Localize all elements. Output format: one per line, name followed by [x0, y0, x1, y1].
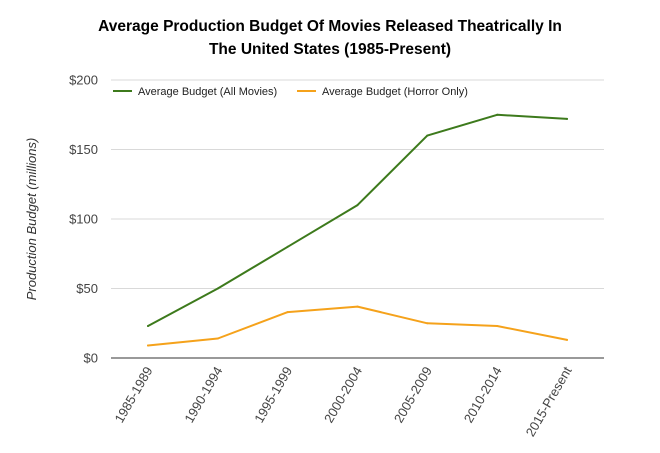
data-point: [286, 311, 289, 314]
y-tick-label: $200: [69, 73, 98, 88]
data-point: [496, 113, 499, 116]
data-point: [286, 245, 289, 248]
y-axis-ticks: $0 $50 $100 $150 $200: [69, 73, 98, 366]
data-point: [216, 337, 219, 340]
x-axis-ticks: 1985-1989 1990-1994 1995-1999 2000-2004 2005…: [112, 364, 575, 439]
data-point: [147, 344, 149, 347]
legend-label: Average Budget (All Movies): [138, 86, 277, 98]
y-tick-label: $100: [69, 212, 98, 227]
data-point: [426, 322, 429, 325]
data-point: [566, 338, 568, 341]
x-tick-label: 2010-2014: [461, 364, 505, 425]
x-tick-label: 1995-1999: [251, 364, 295, 425]
gridlines: [111, 79, 604, 289]
y-tick-label: $50: [76, 281, 98, 296]
chart-title-line-1: Average Production Budget Of Movies Rele…: [98, 18, 562, 35]
y-tick-label: $0: [84, 351, 98, 366]
y-tick-label: $150: [69, 142, 98, 157]
series-line-1: [147, 113, 568, 327]
data-point: [216, 287, 219, 290]
x-tick-label: 2015-Present: [523, 364, 575, 439]
legend-label: Average Budget (Horror Only): [322, 86, 468, 98]
data-point: [426, 134, 429, 137]
data-point: [356, 305, 359, 308]
x-tick-label: 2005-2009: [391, 364, 435, 425]
data-point: [566, 117, 568, 120]
x-tick-label: 2000-2004: [321, 364, 365, 425]
data-point: [496, 325, 499, 328]
chart-title-line-2: The United States (1985-Present): [209, 41, 451, 58]
data-point: [147, 325, 149, 328]
series-line-2: [147, 305, 568, 347]
legend: Average Budget (All Movies) Average Budge…: [113, 86, 468, 98]
data-point: [356, 204, 359, 207]
chart-title-group: Average Production Budget Of Movies Rele…: [98, 18, 562, 58]
x-tick-label: 1990-1994: [181, 364, 225, 425]
series-lines: [147, 113, 568, 347]
x-tick-label: 1985-1989: [112, 364, 156, 425]
y-axis-title: Production Budget (millions): [24, 138, 39, 301]
